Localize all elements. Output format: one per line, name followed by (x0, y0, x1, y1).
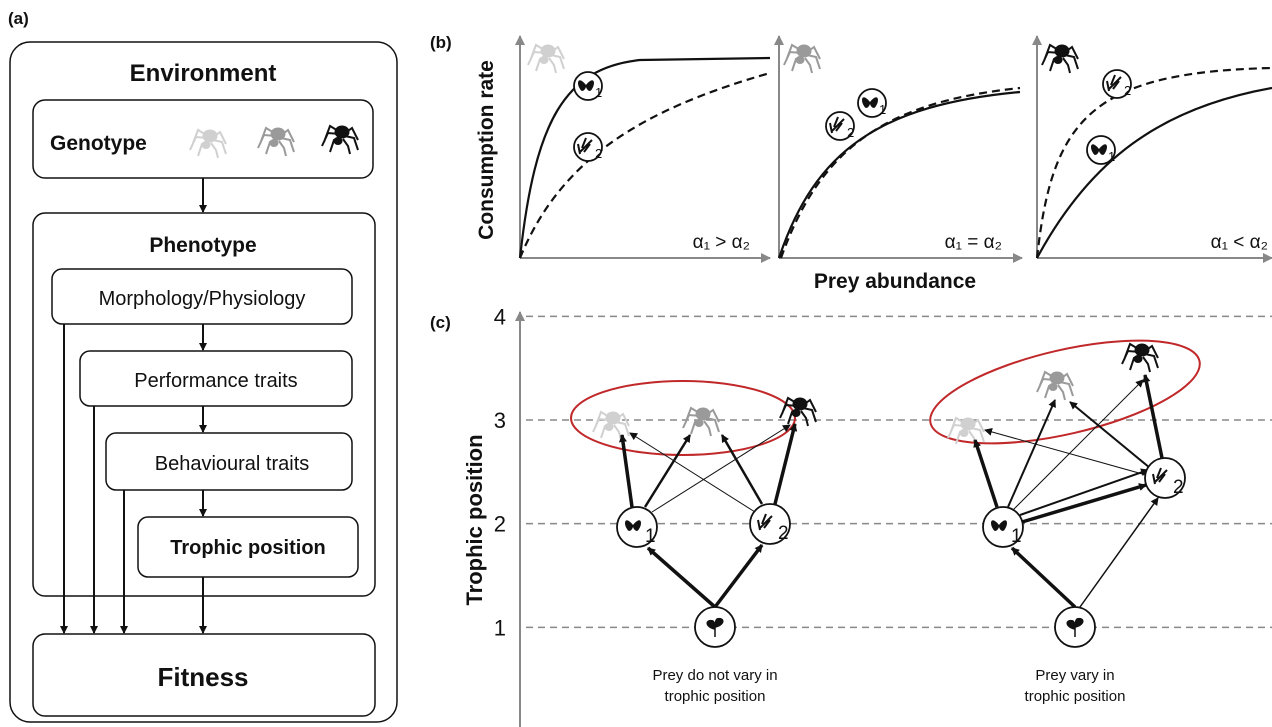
trait-label: Trophic position (170, 537, 326, 559)
arrow (775, 424, 795, 504)
arrow (975, 440, 997, 507)
spider-icon (683, 408, 719, 436)
arrow (1012, 548, 1075, 607)
axis-label: Consumption rate (475, 60, 498, 240)
y-tick-label: 1 (494, 615, 506, 640)
trait-label: Morphology/Physiology (99, 288, 306, 310)
fitness-label: Fitness (157, 662, 248, 692)
node-label: 2 (1173, 477, 1184, 498)
spider-icon (1042, 45, 1078, 73)
phenotype-label: Phenotype (149, 234, 256, 257)
panel-label: (c) (430, 313, 451, 332)
node-label: 2 (847, 125, 854, 140)
y-tick-label: 4 (494, 304, 506, 329)
shape (975, 375, 1162, 607)
panel-label: (b) (430, 33, 452, 52)
predator-ellipse (921, 320, 1209, 464)
arrow (715, 545, 762, 607)
trait-label: Performance traits (134, 370, 297, 392)
node-label: 1 (645, 526, 656, 547)
arrow (1022, 485, 1146, 522)
spider-icon (528, 45, 564, 73)
caption: trophic position (1025, 688, 1126, 705)
environment-label: Environment (130, 60, 277, 87)
node-label: 2 (778, 523, 789, 544)
curve (520, 58, 770, 258)
curve (520, 73, 770, 258)
node-label: 1 (595, 85, 602, 100)
y-tick-label: 2 (494, 512, 506, 537)
trait-label: Behavioural traits (155, 453, 310, 475)
arrow (1020, 470, 1148, 515)
arrow (1080, 498, 1158, 607)
spider-icon (784, 45, 820, 73)
spider-icon (1037, 372, 1073, 400)
node-label: 1 (879, 102, 886, 117)
panel-c: (c) Trophic position 1 2 3 4 1 2 Prey do no… (430, 304, 1272, 727)
arrow (648, 548, 715, 607)
node-label: 2 (595, 146, 602, 161)
arrow (622, 435, 632, 507)
node-label: 1 (1108, 149, 1115, 164)
condition-label: α₁ < α₂ (1211, 232, 1268, 253)
arrow (652, 425, 790, 512)
arrow (645, 435, 690, 507)
axis-label: Prey abundance (814, 270, 976, 293)
condition-label: α₁ > α₂ (693, 232, 750, 253)
node-label: 2 (1124, 83, 1131, 98)
panel-b: (b) Consumption rate Prey abundance 1 2 … (430, 33, 1272, 293)
caption: Prey do not vary in (652, 667, 777, 684)
node-label: 1 (1011, 526, 1022, 547)
panel-label: (a) (8, 9, 29, 28)
condition-label: α₁ = α₂ (945, 232, 1002, 253)
figure: (a) Environment Genotype Phenotype Morph… (0, 0, 1272, 727)
spider-icon (780, 398, 816, 426)
caption: Prey vary in (1035, 667, 1114, 684)
spider-icon (1122, 344, 1158, 372)
axis-label: Trophic position (462, 434, 487, 605)
arrow (1070, 402, 1150, 468)
genotype-label: Genotype (50, 132, 147, 155)
arrow (1145, 375, 1162, 458)
caption: trophic position (665, 688, 766, 705)
arrow (985, 430, 1146, 475)
y-tick-label: 3 (494, 408, 506, 433)
